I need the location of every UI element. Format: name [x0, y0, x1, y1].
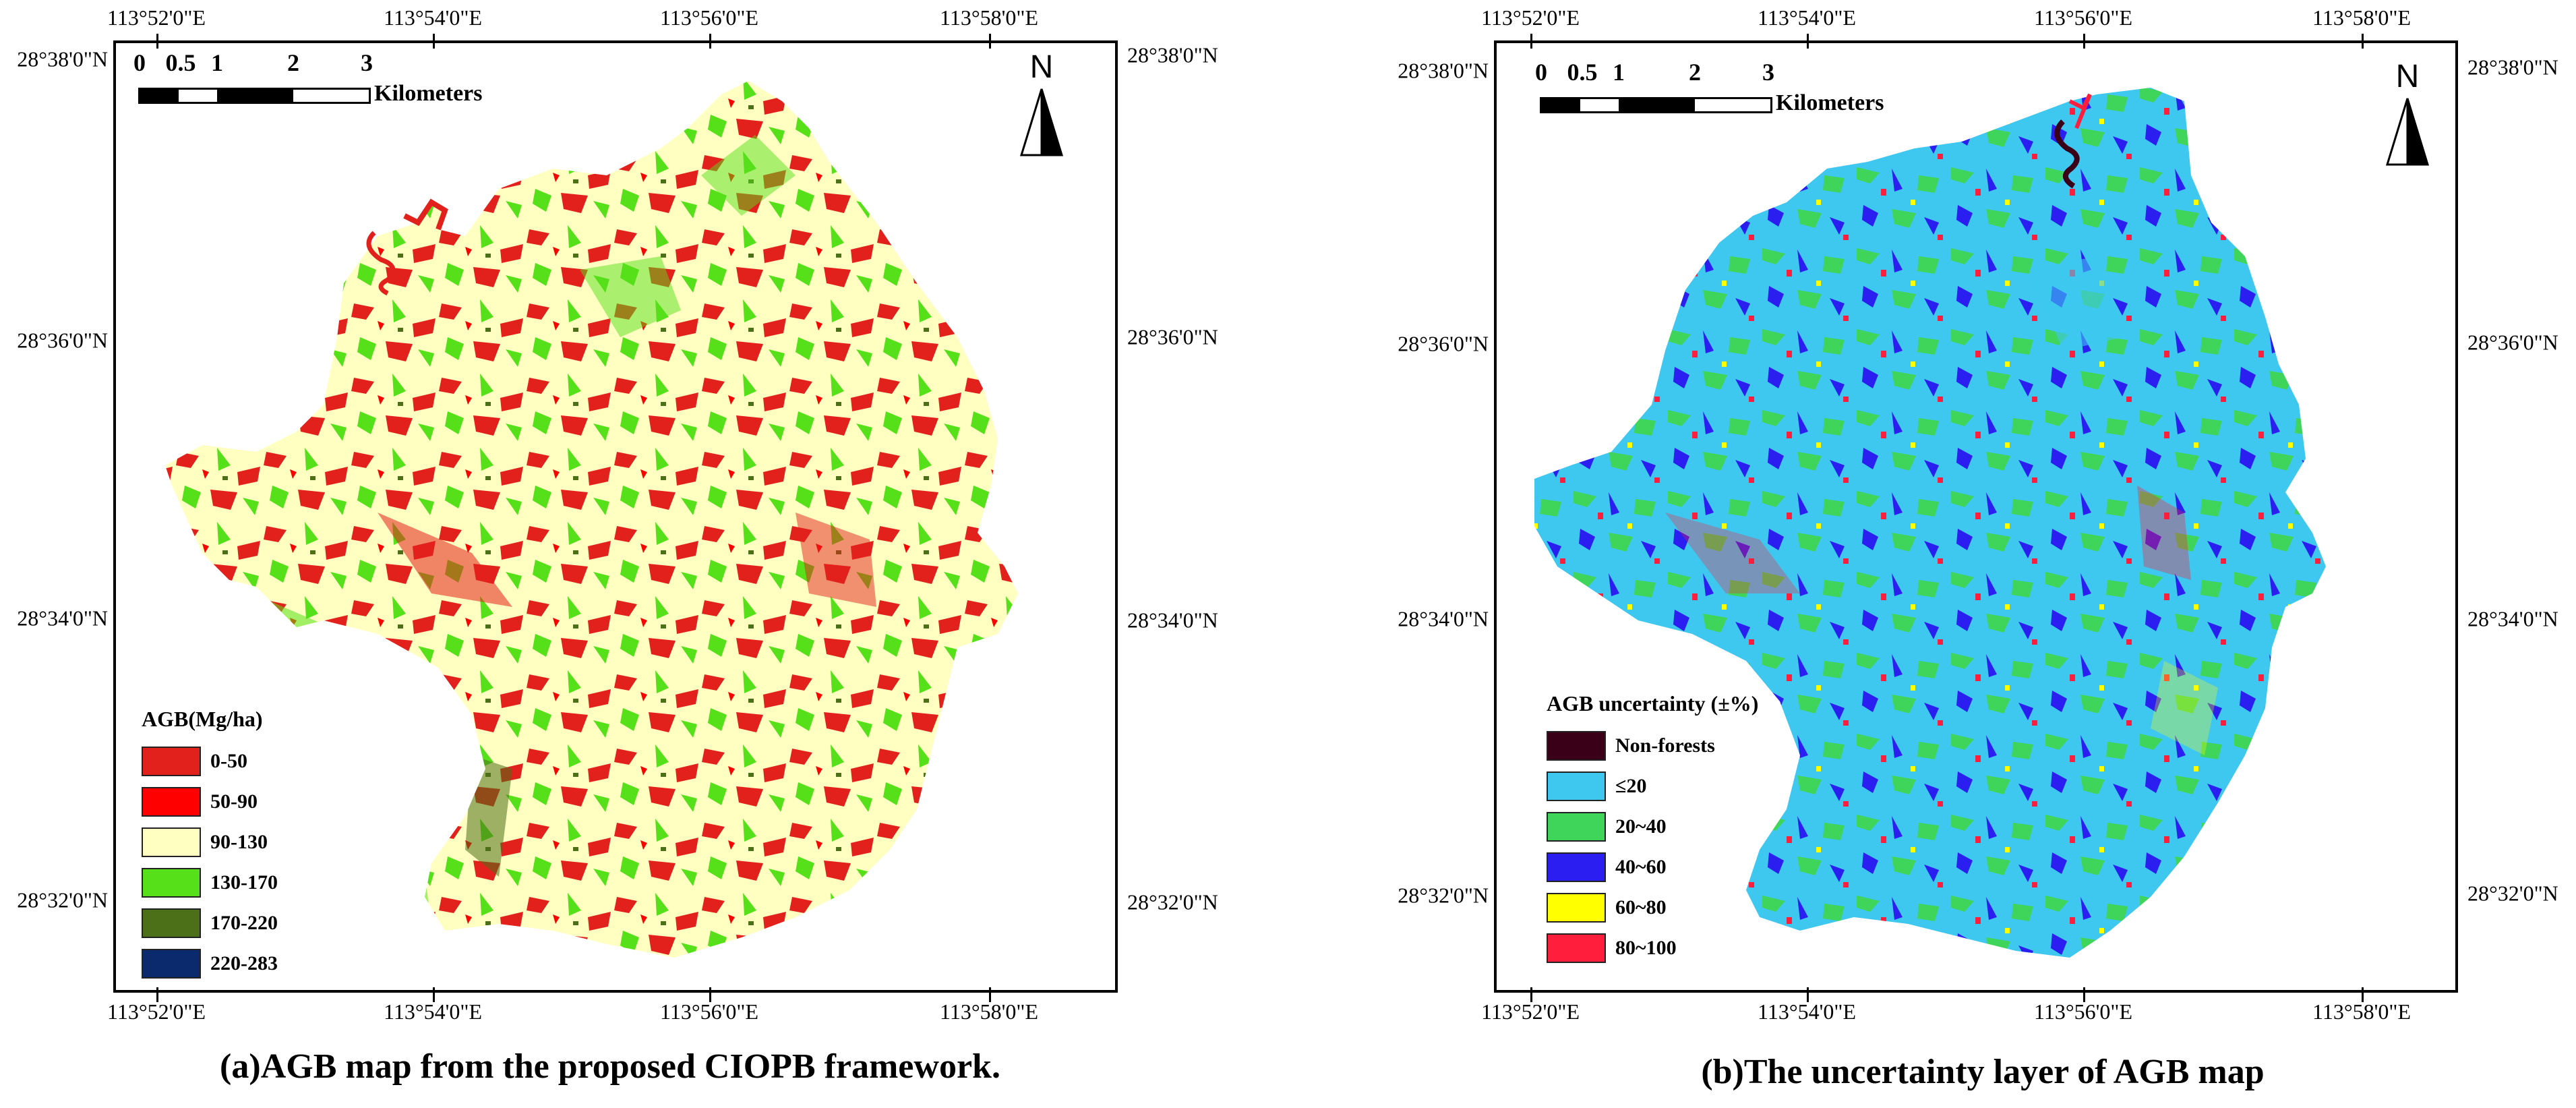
scale-number: 0 — [133, 49, 146, 76]
left-lat-label: 28°36'0"N — [17, 328, 108, 353]
legend-item: 220-283 — [142, 943, 278, 984]
legend-swatch — [1547, 771, 1606, 801]
legend-swatch — [1547, 933, 1606, 963]
legend-swatch — [142, 787, 201, 817]
legend-swatch — [142, 827, 201, 857]
legend-title: AGB(Mg/ha) — [142, 707, 263, 731]
legend-swatch — [1547, 731, 1606, 761]
top-lon-label: 113°56'0"E — [660, 5, 758, 30]
scale-number: 2 — [287, 49, 299, 76]
north-arrow-icon — [1019, 88, 1064, 156]
bottom-lon-label: 113°54'0"E — [384, 999, 482, 1024]
top-lon-label: 113°56'0"E — [2034, 5, 2132, 30]
legend-swatch — [142, 908, 201, 938]
legend-swatch — [1547, 852, 1606, 882]
right-lat-label: 28°38'0"N — [2467, 55, 2558, 80]
scale-number: 3 — [361, 49, 373, 76]
legend-b: AGB uncertainty (±%) Non-forests ≤20 20~… — [1547, 691, 1758, 968]
left-lat-label: 28°32'0"N — [17, 887, 108, 912]
top-lon-label: 113°52'0"E — [1481, 5, 1580, 30]
legend-swatch — [142, 949, 201, 979]
right-lat-label: 28°34'0"N — [2467, 606, 2558, 631]
legend-item: 20~40 — [1547, 807, 1758, 847]
agb-map-a — [165, 81, 1018, 958]
caption-b: (b)The uncertainty layer of AGB map — [1701, 1053, 2265, 1091]
right-lat-label: 28°32'0"N — [2467, 881, 2558, 906]
scale-number: 0.5 — [1567, 59, 1598, 86]
scale-number: 1 — [211, 49, 223, 76]
legend-item: 130-170 — [142, 863, 278, 903]
legend-title: AGB uncertainty (±%) — [1547, 691, 1759, 716]
right-lat-label: 28°36'0"N — [2467, 330, 2558, 355]
left-lat-label: 28°36'0"N — [1398, 331, 1489, 356]
panel-b: 113°52'0"E 113°54'0"E 113°56'0"E 113°58'… — [1288, 0, 2576, 1108]
legend-item: 60~80 — [1547, 887, 1758, 928]
right-lat-label: 28°32'0"N — [1127, 890, 1218, 914]
scale-unit: Kilometers — [374, 81, 483, 106]
legend-a: AGB(Mg/ha) 0-50 50-90 90-130 130-170 170… — [142, 707, 278, 984]
left-lat-label: 28°34'0"N — [17, 606, 108, 631]
bottom-lon-label: 113°52'0"E — [1481, 999, 1580, 1024]
legend-item: 170-220 — [142, 903, 278, 943]
scale-number: 3 — [1762, 59, 1774, 86]
legend-item: ≤20 — [1547, 766, 1758, 807]
panel-a: 113°52'0"E 113°54'0"E 113°56'0"E 113°58'… — [17, 5, 1218, 1086]
legend-item: 50-90 — [142, 782, 278, 822]
scale-unit: Kilometers — [1776, 90, 1884, 115]
uncertainty-map-b — [1534, 88, 2326, 958]
legend-swatch — [1547, 812, 1606, 842]
top-lon-label: 113°54'0"E — [384, 5, 482, 30]
legend-item: 90-130 — [142, 822, 278, 863]
left-lat-label: 28°38'0"N — [17, 47, 108, 71]
north-arrow-icon — [2385, 98, 2430, 166]
north-label: N — [1029, 49, 1054, 85]
scale-number: 0.5 — [165, 49, 196, 76]
bottom-lon-label: 113°58'0"E — [940, 999, 1038, 1024]
top-lon-label: 113°54'0"E — [1758, 5, 1856, 30]
north-arrow-a: N — [1018, 49, 1065, 160]
top-lon-label: 113°52'0"E — [107, 5, 206, 30]
scale-number: 1 — [1613, 59, 1625, 86]
right-lat-label: 28°38'0"N — [1127, 42, 1218, 67]
bottom-lon-label: 113°56'0"E — [660, 999, 758, 1024]
legend-swatch — [142, 868, 201, 898]
bottom-lon-label: 113°52'0"E — [107, 999, 206, 1024]
legend-item: 40~60 — [1547, 847, 1758, 887]
top-lon-label: 113°58'0"E — [2312, 5, 2411, 30]
caption-a: (a)AGB map from the proposed CIOPB frame… — [220, 1047, 1000, 1086]
legend-swatch — [142, 747, 201, 776]
left-lat-label: 28°32'0"N — [1398, 883, 1489, 908]
bottom-lon-label: 113°56'0"E — [2034, 999, 2132, 1024]
left-lat-label: 28°38'0"N — [1398, 58, 1489, 83]
left-lat-label: 28°34'0"N — [1398, 606, 1489, 631]
legend-swatch — [1547, 893, 1606, 923]
top-lon-label: 113°58'0"E — [940, 5, 1038, 30]
scale-number: 2 — [1689, 59, 1701, 86]
scale-number: 0 — [1535, 59, 1547, 86]
bottom-lon-label: 113°58'0"E — [2312, 999, 2411, 1024]
north-label: N — [2395, 59, 2420, 94]
north-arrow-b: N — [2384, 58, 2431, 169]
legend-item: 80~100 — [1547, 928, 1758, 968]
bottom-lon-label: 113°54'0"E — [1758, 999, 1856, 1024]
right-lat-label: 28°34'0"N — [1127, 608, 1218, 633]
legend-item: 0-50 — [142, 741, 278, 782]
legend-item: Non-forests — [1547, 726, 1758, 766]
right-lat-label: 28°36'0"N — [1127, 324, 1218, 349]
